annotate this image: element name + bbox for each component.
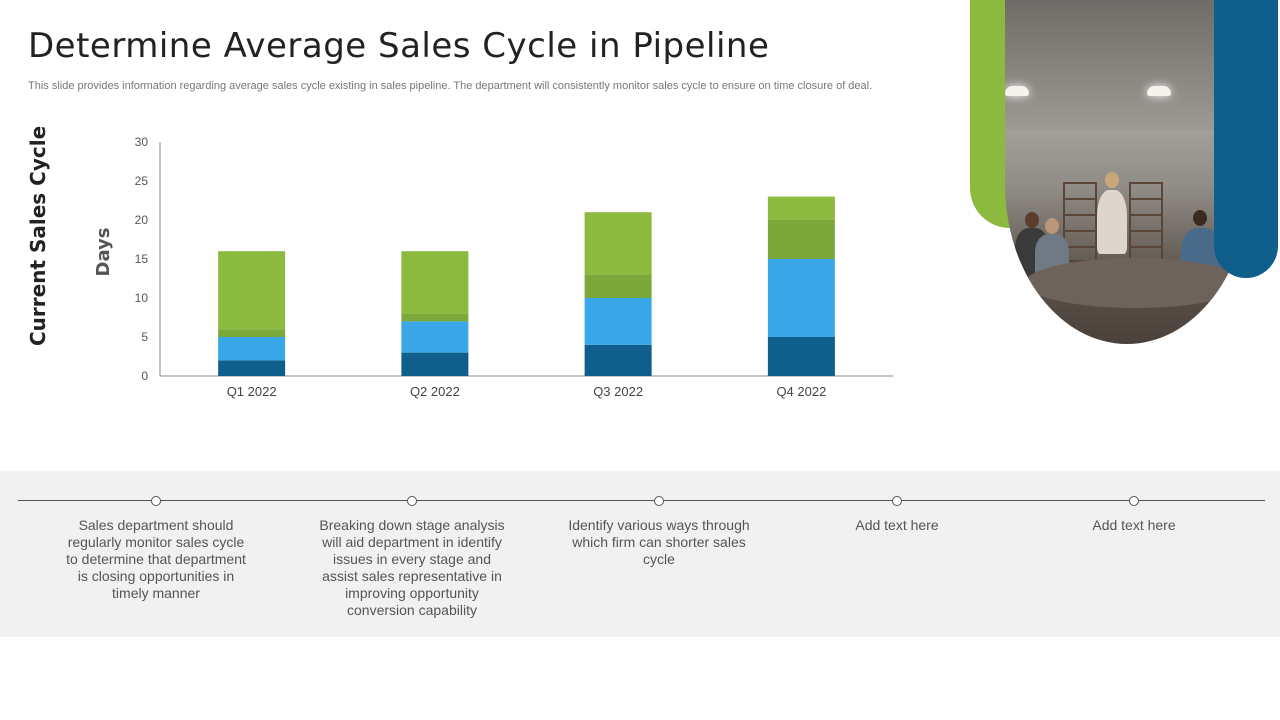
photo-lamp-right: [1147, 86, 1171, 96]
bar-segment: [401, 352, 469, 376]
bar-segment: [218, 337, 286, 361]
bar-segment: [584, 298, 652, 345]
timeline-dot-1: [151, 496, 161, 506]
photo-head-standing: [1105, 172, 1119, 188]
page-subtitle: This slide provides information regardin…: [28, 80, 873, 92]
x-tick-label: Q4 2022: [776, 384, 826, 399]
photo-head-left: [1025, 212, 1039, 228]
y-tick-label: 10: [135, 291, 149, 305]
photo-shelf-right: [1129, 182, 1163, 262]
photo-ceiling: [1005, 0, 1249, 130]
bar-segment: [401, 251, 469, 314]
y-tick-label: 20: [135, 213, 149, 227]
timeline-line: [18, 500, 1265, 501]
timeline-dot-2: [407, 496, 417, 506]
photo-head-mid: [1045, 218, 1059, 234]
bar-segment: [584, 274, 652, 298]
y-tick-label: 25: [135, 174, 149, 188]
bar-segment: [584, 212, 652, 275]
page-title: Determine Average Sales Cycle in Pipelin…: [28, 26, 770, 66]
photo-person-standing: [1097, 190, 1127, 254]
timeline-note-3: Identify various ways through which firm…: [568, 517, 750, 567]
bar-segment: [767, 337, 835, 376]
photo-table: [1025, 258, 1245, 308]
photo-head-right: [1193, 210, 1207, 226]
timeline-note-5: Add text here: [1092, 517, 1176, 533]
bar-segment: [767, 259, 835, 337]
stacked-bar-chart: 0 5 10 15 20 25 30 Q1 2022 Q2 2022 Q3 2022 Q4 2022: [135, 135, 893, 399]
timeline-dot-4: [892, 496, 902, 506]
x-tick-label: Q2 2022: [410, 384, 460, 399]
y-tick-label: 0: [141, 369, 148, 383]
timeline-note-4: Add text here: [855, 517, 939, 533]
timeline-dot-5: [1129, 496, 1139, 506]
bar-segment: [767, 196, 835, 220]
bar-segment: [767, 220, 835, 259]
bar-segment: [584, 344, 652, 376]
timeline-dot-3: [654, 496, 664, 506]
x-tick-label: Q3 2022: [593, 384, 643, 399]
photo-lamp-left: [1005, 86, 1029, 96]
bar-segment: [218, 360, 286, 376]
bar-segment: [218, 251, 286, 330]
bar-segment: [401, 321, 469, 353]
timeline-band: [0, 471, 1280, 637]
meeting-photo: [1005, 0, 1249, 344]
y-tick-label: 30: [135, 135, 149, 149]
x-tick-label: Q1 2022: [227, 384, 277, 399]
y-tick-label: 5: [141, 330, 148, 344]
decor-blue-strip: [1214, 0, 1278, 278]
bar-segment: [218, 329, 286, 337]
y-tick-label: 15: [135, 252, 149, 266]
bar-segment: [401, 313, 469, 322]
timeline-note-2: Breaking down stage analysis will aid de…: [319, 517, 505, 618]
timeline-note-1: Sales department should regularly monito…: [66, 517, 246, 601]
